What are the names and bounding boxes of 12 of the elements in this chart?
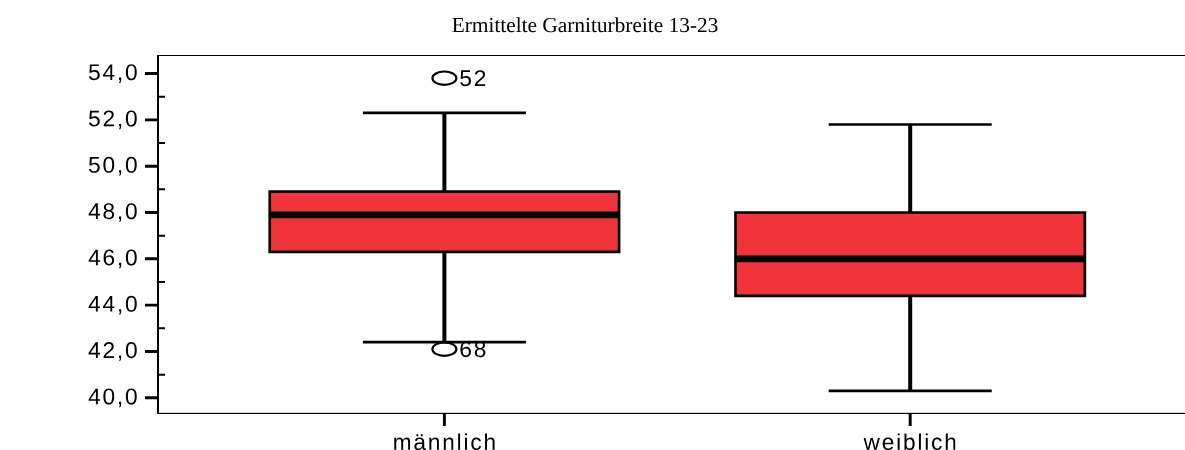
y-tick-label: 52,0 — [88, 110, 137, 130]
y-tick-label: 42,0 — [88, 342, 137, 361]
x-tick-label: weiblich — [863, 433, 956, 450]
annotation: 52 — [460, 70, 486, 87]
y-tick-label: 40,0 — [88, 388, 137, 408]
y-tick-label: 46,0 — [88, 249, 137, 269]
y-tick-label: 54,0 — [88, 64, 137, 83]
chart-title: Ermittelte Garniturbreite 13-23 — [452, 17, 718, 33]
x-tick-label: männlich — [394, 433, 495, 450]
y-tick-label: 44,0 — [88, 295, 137, 315]
y-tick-label: 50,0 — [88, 156, 137, 176]
y-tick-label: 48,0 — [88, 203, 137, 222]
